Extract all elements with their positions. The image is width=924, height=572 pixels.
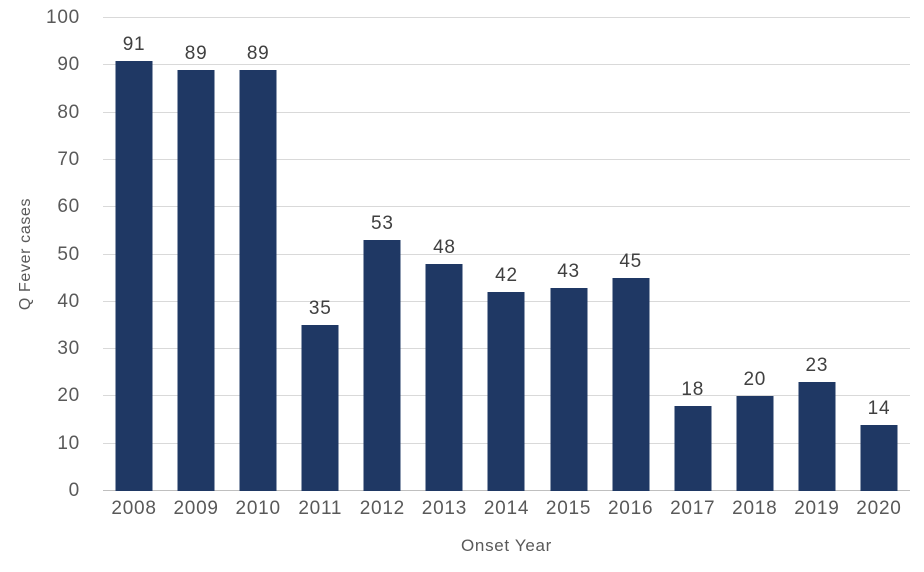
bar-value-label: 20 <box>743 369 767 391</box>
x-axis-title: Onset Year <box>461 536 552 555</box>
bar-value-label: 23 <box>805 355 829 377</box>
bar-2009 <box>177 70 215 491</box>
y-tick-label: 30 <box>57 338 80 360</box>
bar-2008 <box>115 60 153 491</box>
y-tick-label: 20 <box>57 385 80 407</box>
bar-slot: 18 <box>662 18 724 491</box>
y-tick-label: 60 <box>57 196 80 218</box>
bar-value-label: 91 <box>122 33 146 55</box>
y-tick-label: 10 <box>57 432 80 454</box>
y-tick-label: 70 <box>57 148 80 170</box>
x-tick-label: 2009 <box>173 498 219 519</box>
bar-2020 <box>860 424 898 491</box>
bar-2011 <box>301 325 339 491</box>
gridline <box>103 64 910 66</box>
bar-slot: 53 <box>351 18 413 491</box>
gridline <box>103 206 910 208</box>
y-tick-label: 80 <box>57 101 80 123</box>
bar-slot: 48 <box>413 18 475 491</box>
bar-value-label: 42 <box>495 265 518 287</box>
bar-2019 <box>798 382 836 491</box>
gridline <box>103 253 910 255</box>
bar-value-label: 53 <box>371 213 394 235</box>
x-tick-label: 2011 <box>298 498 343 519</box>
bar-slot: 42 <box>475 18 537 491</box>
bar-slot: 91 <box>103 18 165 491</box>
bar-2010 <box>239 70 277 491</box>
bar-slot: 35 <box>289 18 351 491</box>
bar-2014 <box>487 292 525 491</box>
y-tick-label: 90 <box>57 54 80 76</box>
bar-value-label: 14 <box>867 397 891 419</box>
bar-slot: 20 <box>724 18 786 491</box>
x-tick-label: 2020 <box>856 498 902 519</box>
gridline <box>103 111 910 113</box>
bar-value-label: 35 <box>308 298 332 320</box>
y-tick-label: 100 <box>46 7 80 28</box>
bar-2018 <box>736 396 774 491</box>
x-tick-label: 2017 <box>670 498 716 519</box>
bar-slot: 43 <box>538 18 600 491</box>
x-axis-tick-labels: 2008 2009 2010 2011 2012 2013 2014 2015 2016 2017… <box>103 498 910 522</box>
x-tick-label: 2014 <box>483 498 530 519</box>
x-tick-label: 2018 <box>732 498 778 519</box>
bar-slot: 89 <box>165 18 227 491</box>
bar-2017 <box>674 405 712 491</box>
gridline <box>103 158 910 160</box>
bar-value-label: 89 <box>184 43 208 65</box>
gridline <box>103 17 910 18</box>
bar-value-label: 89 <box>246 43 270 65</box>
plot-area: 91 89 89 35 53 48 42 43 45 18 20 23 14 <box>103 17 910 491</box>
bar-value-label: 48 <box>433 236 456 258</box>
x-tick-label: 2015 <box>545 498 592 519</box>
bar-2015 <box>550 287 588 491</box>
x-tick-label: 2019 <box>794 498 840 519</box>
bar-2013 <box>425 263 463 491</box>
bar-2016 <box>612 278 650 491</box>
y-tick-label: 40 <box>57 290 80 312</box>
bar-2012 <box>363 240 401 491</box>
x-tick-label: 2013 <box>421 498 468 519</box>
bar-slot: 14 <box>848 18 910 491</box>
x-tick-label: 2008 <box>111 498 157 519</box>
bar-value-label: 18 <box>681 378 705 400</box>
x-tick-label: 2016 <box>607 498 654 519</box>
y-tick-label: 0 <box>68 480 80 501</box>
bar-value-label: 43 <box>557 260 580 282</box>
bar-slot: 23 <box>786 18 848 491</box>
bar-slot: 45 <box>600 18 662 491</box>
bar-slot: 89 <box>227 18 289 491</box>
bar-value-label: 45 <box>619 251 642 273</box>
y-axis-tick-labels: 0 10 20 30 40 50 60 70 80 90 100 <box>0 7 80 501</box>
y-tick-label: 50 <box>57 243 80 265</box>
x-tick-label: 2010 <box>235 498 281 519</box>
x-tick-label: 2012 <box>359 498 405 519</box>
